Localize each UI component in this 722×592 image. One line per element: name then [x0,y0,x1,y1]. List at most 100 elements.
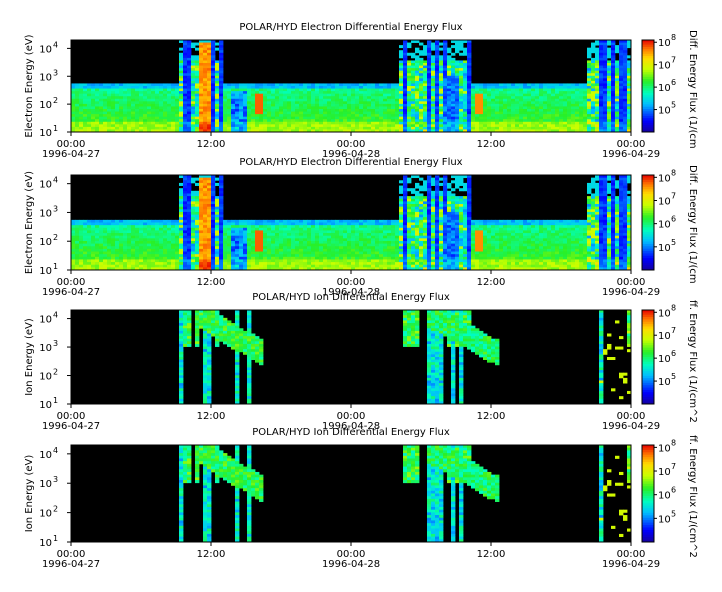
heatmap-cell [415,96,420,100]
heatmap-cell [627,101,632,105]
heatmap-cell [623,55,628,59]
heatmap-cell [603,57,608,61]
heatmap-cell [183,201,188,205]
heatmap-cell [515,116,520,120]
heatmap-cell [131,256,136,260]
heatmap-cell [255,254,260,258]
heatmap-cell [503,109,508,112]
heatmap-cell [215,251,220,255]
heatmap-cell [535,88,540,92]
heatmap-cell [391,91,396,95]
heatmap-cell [143,227,148,231]
heatmap-cell [227,111,232,115]
heatmap-cell [191,193,196,197]
heatmap-cell [515,101,520,105]
heatmap-cell [303,243,308,247]
heatmap-cell [583,86,588,89]
heatmap-cell [507,98,512,102]
heatmap-cell [583,109,588,112]
heatmap-cell [255,116,260,120]
heatmap-cell [203,243,208,247]
heatmap-cell [543,103,548,107]
heatmap-cell [251,222,256,226]
heatmap-cell [591,124,596,128]
heatmap-cell [555,119,560,123]
heatmap-cell [531,119,536,123]
heatmap-cell [547,86,552,89]
heatmap-cell [187,83,192,87]
heatmap-cell [327,248,332,252]
heatmap-cell [159,243,164,247]
heatmap-cell [135,254,140,258]
heatmap-cell [195,251,200,255]
heatmap-cell [359,93,364,97]
heatmap-cell [251,98,256,102]
heatmap-cell [175,251,180,255]
heatmap-cell [127,106,132,110]
heatmap-cell [423,65,428,69]
heatmap-cell [339,227,344,231]
heatmap-cell [583,111,588,115]
heatmap-cell [583,116,588,120]
heatmap-cell [183,267,188,271]
heatmap-cell [423,45,428,49]
heatmap-cell [235,98,240,102]
heatmap-cell [527,98,532,102]
heatmap-cell [315,240,320,245]
heatmap-cell [539,91,544,95]
heatmap-cell [195,57,200,61]
heatmap-cell [355,86,360,89]
heatmap-cell [491,111,496,115]
heatmap-cell [75,233,80,237]
heatmap-cell [79,225,84,229]
heatmap-cell [155,230,160,234]
heatmap-cell [287,233,292,237]
heatmap-cell [295,251,300,255]
heatmap-cell [343,88,348,92]
heatmap-cell [483,129,488,133]
heatmap-cell [199,98,204,102]
heatmap-cell [331,96,336,100]
heatmap-cell [227,124,232,128]
heatmap-cell [439,109,444,112]
heatmap-cell [199,227,204,231]
heatmap-cell [527,121,532,125]
heatmap-cell [131,96,136,100]
heatmap-cell [595,121,600,125]
heatmap-cell [611,65,616,69]
heatmap-cell [503,86,508,89]
heatmap-cell [579,98,584,102]
heatmap-cell [155,88,160,92]
heatmap-cell [91,124,96,128]
heatmap-cell [583,98,588,102]
heatmap-cell [215,248,220,252]
heatmap-cell [91,96,96,100]
heatmap-cell [387,119,392,123]
heatmap-cell [95,238,100,242]
heatmap-cell [167,91,172,95]
heatmap-cell [367,119,372,123]
heatmap-cell [599,126,604,130]
heatmap-cell [123,267,128,271]
heatmap-cell [383,119,388,123]
heatmap-cell [75,93,80,97]
heatmap-cell [407,129,412,133]
heatmap-cell [231,96,236,100]
heatmap-cell [371,91,376,95]
heatmap-cell [619,98,624,102]
heatmap-cell [211,182,216,186]
heatmap-cell [211,248,216,252]
heatmap-cell [235,103,240,107]
heatmap-cell [483,103,488,107]
heatmap-cell [363,114,368,118]
heatmap-cell [227,119,232,123]
heatmap-cell [535,101,540,105]
heatmap-cell [499,124,504,128]
heatmap-cell [479,114,484,118]
heatmap-cell [179,111,184,115]
heatmap-cell [207,68,212,72]
heatmap-cell [339,91,344,95]
heatmap-cell [207,214,212,218]
heatmap-cell [151,254,156,258]
heatmap-cell [327,103,332,107]
